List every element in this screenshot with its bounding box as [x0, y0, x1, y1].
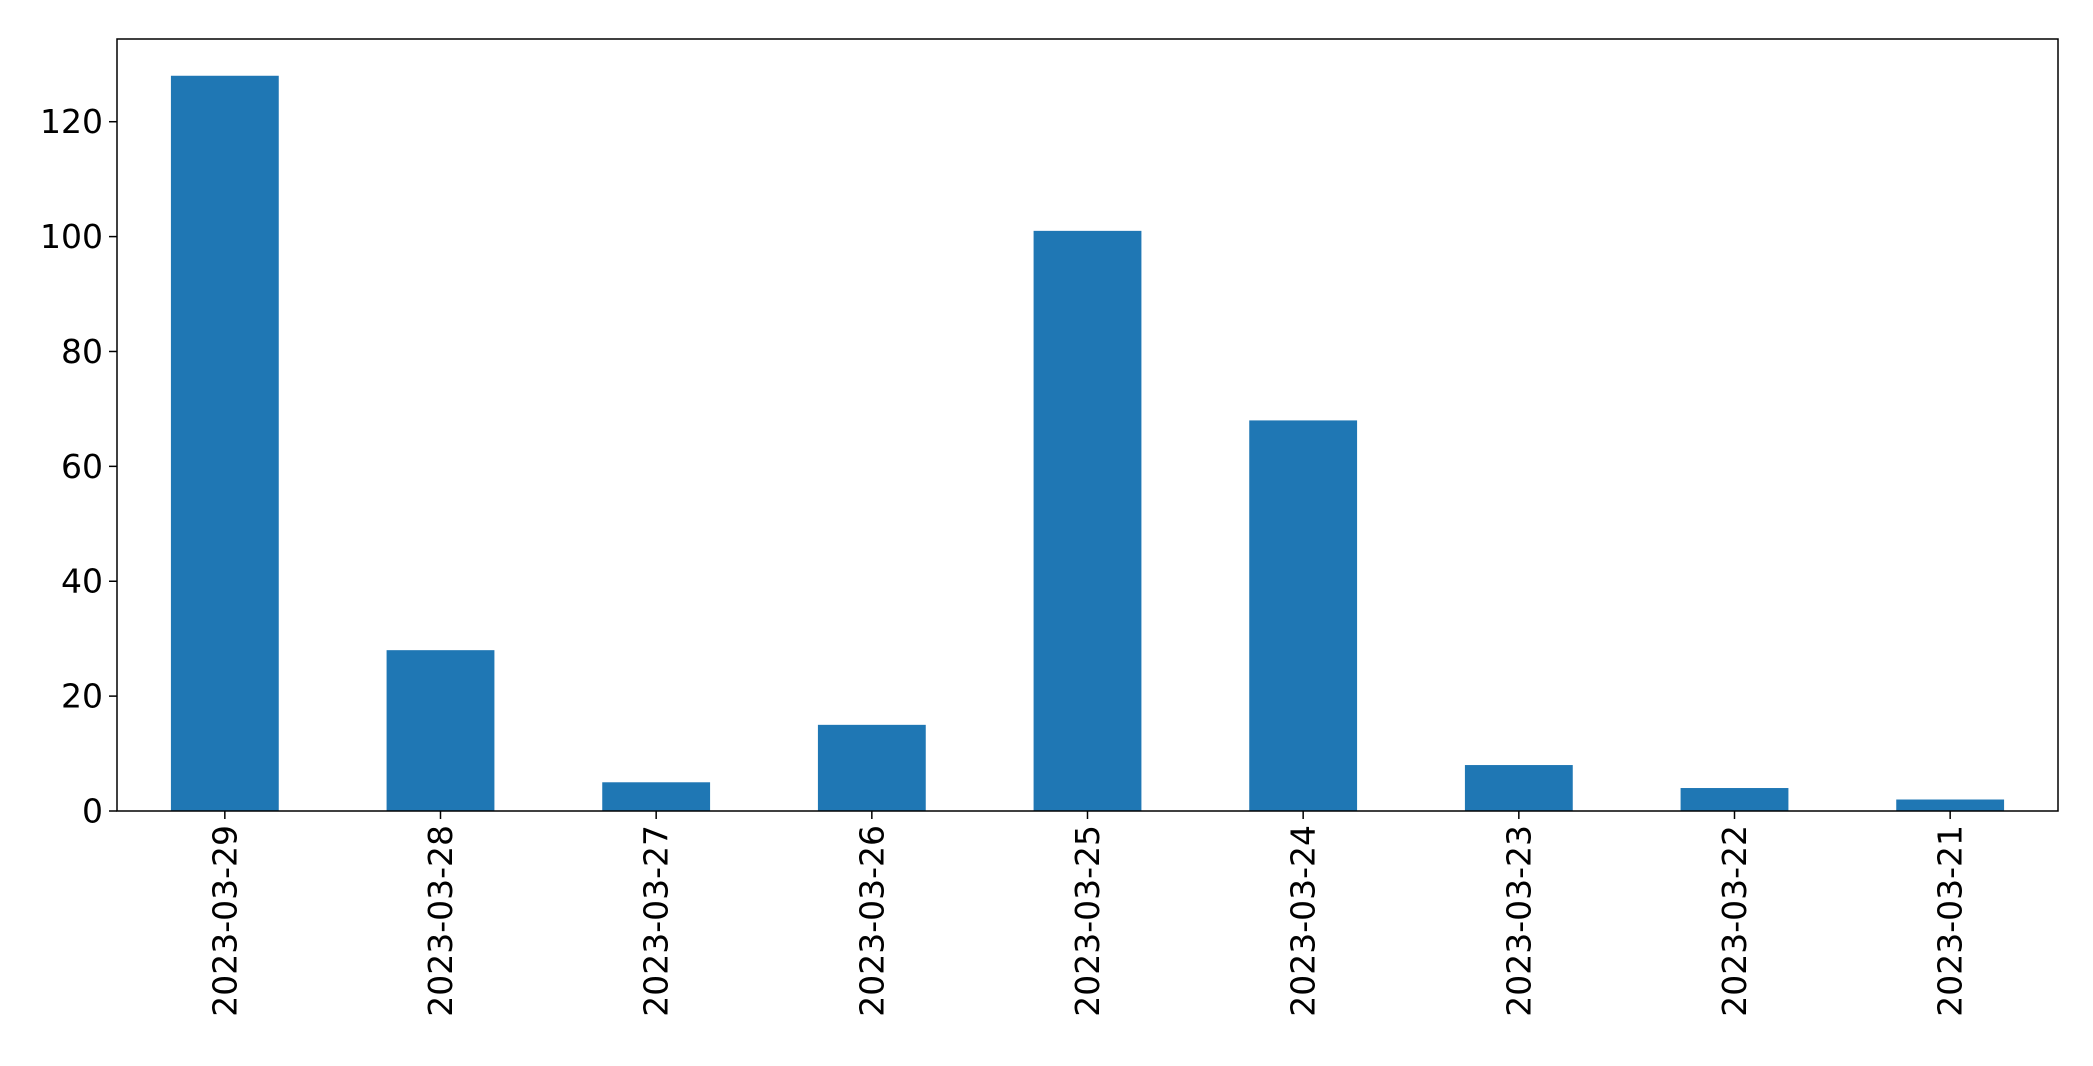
x-tick-label: 2023-03-27 [637, 825, 676, 1017]
x-tick-label: 2023-03-29 [205, 825, 244, 1017]
x-tick-label: 2023-03-26 [852, 825, 891, 1017]
y-tick-label: 40 [61, 562, 103, 601]
y-tick-label: 100 [40, 217, 103, 256]
bar-2023-03-27 [602, 782, 711, 811]
x-tick-label: 2023-03-28 [421, 825, 460, 1017]
bar-2023-03-22 [1680, 788, 1789, 811]
x-axis: 2023-03-29 2023-03-28 2023-03-27 2023-03-26… [205, 811, 1970, 1017]
bar-2023-03-21 [1896, 799, 2005, 811]
bar-2023-03-23 [1464, 765, 1573, 811]
y-tick-label: 0 [82, 792, 103, 831]
y-tick-label: 120 [40, 102, 103, 141]
y-tick-label: 60 [61, 447, 103, 486]
x-tick-label: 2023-03-24 [1284, 825, 1323, 1017]
y-axis: 0 20 40 60 80 100 120 [40, 102, 117, 831]
x-tick-label: 2023-03-23 [1499, 825, 1538, 1017]
bar-2023-03-26 [817, 724, 926, 811]
bar-2023-03-25 [1033, 230, 1142, 811]
y-tick-label: 20 [61, 677, 103, 716]
x-tick-label: 2023-03-25 [1068, 825, 1107, 1017]
bar-2023-03-24 [1249, 420, 1358, 811]
x-tick-label: 2023-03-21 [1931, 825, 1970, 1017]
plot-frame [116, 38, 2059, 812]
y-tick-label: 80 [61, 332, 103, 371]
bar-2023-03-29 [170, 75, 279, 811]
bar-2023-03-28 [386, 650, 495, 811]
x-tick-label: 2023-03-22 [1715, 825, 1754, 1017]
bars-group [170, 75, 2005, 811]
